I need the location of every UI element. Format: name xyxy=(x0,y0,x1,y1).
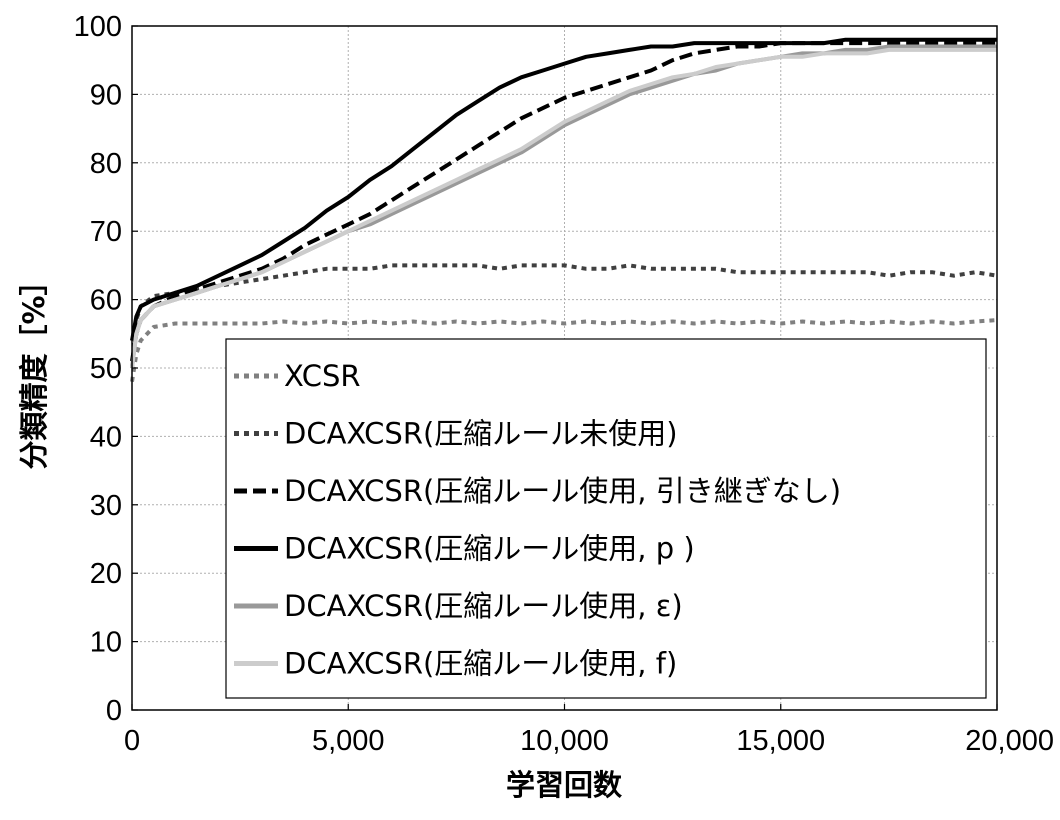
x-axis-label: 学習回数 xyxy=(506,768,623,802)
y-tick-label: 80 xyxy=(90,148,122,180)
legend-label: DCAXCSR(圧縮ルール使用, ε) xyxy=(284,589,683,623)
legend-label: DCAXCSR(圧縮ルール未使用) xyxy=(284,417,678,451)
legend: XCSR DCAXCSR(圧縮ルール未使用) DCAXCSR(圧縮ルール使用, 引き… xyxy=(225,338,987,699)
y-tick-label: 70 xyxy=(90,216,122,248)
series-line-3 xyxy=(130,37,997,341)
y-tick-label: 50 xyxy=(90,353,122,385)
legend-label: DCAXCSR(圧縮ルール使用, 引き継ぎなし) xyxy=(284,474,841,508)
y-axis-label: 分類精度［%］ xyxy=(17,266,51,469)
y-tick-label: 20 xyxy=(90,558,122,590)
y-tick-label: 90 xyxy=(90,79,122,111)
y-tick-label: 30 xyxy=(90,490,122,522)
legend-box xyxy=(225,338,987,699)
series-line-1 xyxy=(130,263,998,369)
x-tick-label: 15,000 xyxy=(736,725,825,757)
series-line-5 xyxy=(130,47,997,369)
axis-ticks: 0 10 20 30 40 50 60 70 80 90 100 0 5,000 10,000 15,000… xyxy=(74,11,1054,757)
x-tick-label: 20,000 xyxy=(965,725,1054,757)
y-tick-label: 100 xyxy=(74,11,122,43)
y-tick-label: 10 xyxy=(90,627,122,659)
y-tick-label: 0 xyxy=(106,695,122,727)
y-tick-label: 40 xyxy=(90,421,122,453)
legend-label: DCAXCSR(圧縮ルール使用, f) xyxy=(284,647,677,681)
x-tick-label: 10,000 xyxy=(520,725,609,757)
legend-label: XCSR xyxy=(284,359,361,393)
x-tick-label: 0 xyxy=(124,725,140,757)
series-line-2 xyxy=(130,41,997,362)
y-tick-label: 60 xyxy=(90,285,122,317)
series-layer xyxy=(130,37,998,383)
legend-label: DCAXCSR(圧縮ルール使用, p ) xyxy=(284,532,695,566)
series-line-0 xyxy=(130,318,998,383)
x-tick-label: 5,000 xyxy=(312,725,385,757)
